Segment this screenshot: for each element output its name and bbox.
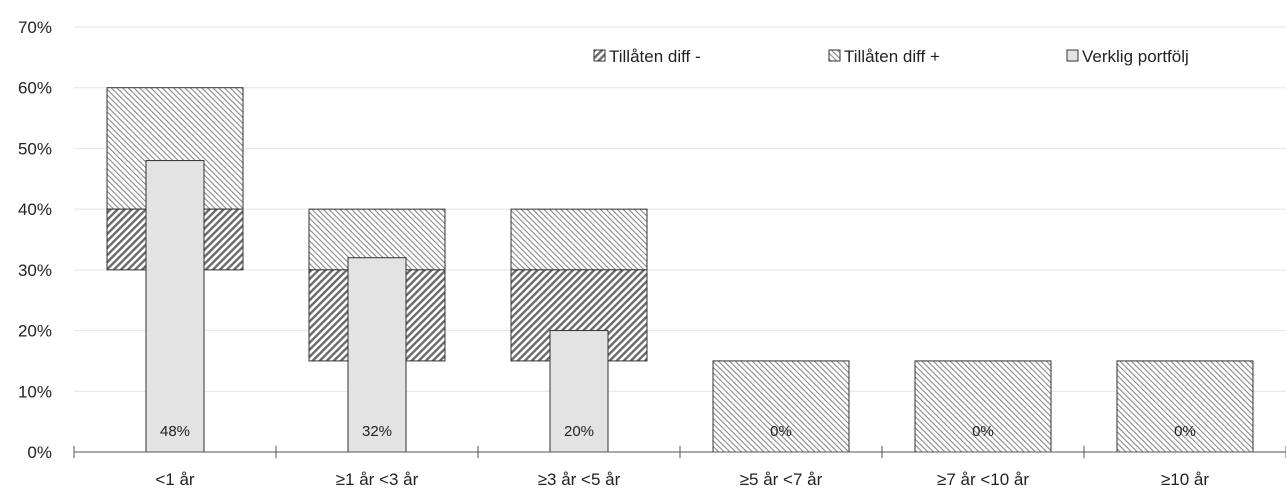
data-labels: 48% 32% 20% 0% 0% 0% xyxy=(160,423,1196,440)
portfolio-value-label: 0% xyxy=(1174,423,1196,440)
y-tick-label: 40% xyxy=(18,200,52,219)
portfolio-bar xyxy=(145,160,205,453)
portfolio-value-label: 32% xyxy=(362,423,392,440)
allowed-diff-plus-bar xyxy=(510,208,648,271)
legend-label: Tillåten diff - xyxy=(609,47,701,66)
y-tick-label: 60% xyxy=(18,79,52,98)
portfolio-bar xyxy=(347,257,407,453)
portfolio-value-label: 0% xyxy=(972,423,994,440)
x-category-label: ≥7 år <10 år xyxy=(937,470,1029,489)
legend-swatch-allowed-diff-minus xyxy=(593,49,606,62)
portfolio-value-label: 48% xyxy=(160,423,190,440)
y-tick-label: 50% xyxy=(18,139,52,158)
x-category-label: <1 år xyxy=(155,470,195,489)
y-tick-label: 10% xyxy=(18,382,52,401)
legend-swatch-portfolio xyxy=(1066,49,1079,62)
portfolio-value-label: 20% xyxy=(564,423,594,440)
y-tick-label: 30% xyxy=(18,261,52,280)
x-category-label: ≥5 år <7 år xyxy=(740,470,823,489)
gridlines xyxy=(74,26,1286,392)
y-tick-label: 20% xyxy=(18,322,52,341)
x-category-label: ≥3 år <5 år xyxy=(538,470,621,489)
allowed-diff-plus-bar xyxy=(1116,360,1254,453)
bars xyxy=(106,87,1254,453)
legend-swatch-allowed-diff-plus xyxy=(828,49,841,62)
y-tick-label: 0% xyxy=(27,443,52,462)
allowed-diff-plus-bar xyxy=(914,360,1052,453)
y-tick-label: 70% xyxy=(18,18,52,37)
allowed-diff-plus-bar xyxy=(712,360,850,453)
legend-label: Tillåten diff + xyxy=(844,47,940,66)
x-category-label: ≥1 år <3 år xyxy=(336,470,419,489)
portfolio-value-label: 0% xyxy=(770,423,792,440)
axes: 0% 10% 20% 30% 40% 50% 60% 70% <1 år ≥1 år <3 år ≥… xyxy=(18,18,1286,489)
x-category-label: ≥10 år xyxy=(1161,470,1209,489)
legend: Tillåten diff - Tillåten diff + Verklig po… xyxy=(593,47,1189,66)
legend-label: Verklig portfölj xyxy=(1082,47,1189,66)
